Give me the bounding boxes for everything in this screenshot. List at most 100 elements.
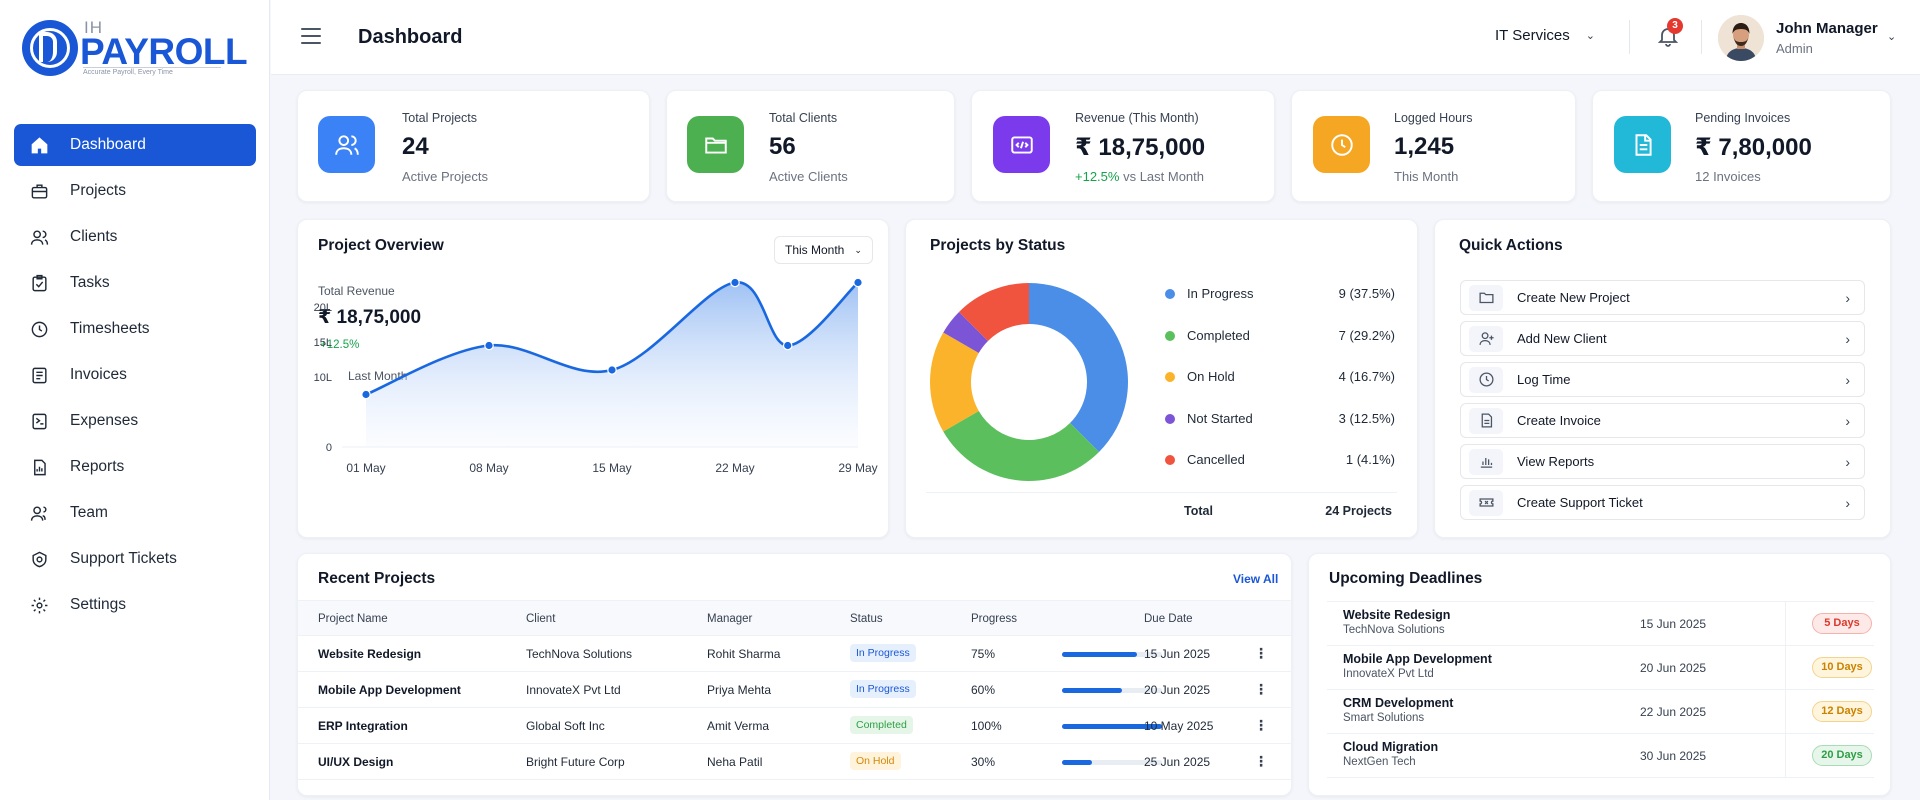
data-point[interactable] (607, 365, 617, 375)
column-header[interactable]: Status (850, 613, 883, 625)
y-tick-label: 15L (314, 337, 332, 349)
quick-action-label: Log Time (1517, 372, 1571, 387)
sidebar-item-timesheets[interactable]: Timesheets (14, 308, 256, 350)
x-tick-label: 29 May (838, 461, 877, 475)
days-left-badge: 10 Days (1812, 657, 1872, 678)
stat-sub: 12 Invoices (1695, 169, 1761, 184)
revenue-area-fill (366, 282, 858, 447)
column-header[interactable]: Progress (971, 613, 1018, 625)
stat-card-revenue[interactable]: Revenue (This Month) ₹ 18,75,000 +12.5% … (971, 90, 1275, 202)
table-row[interactable]: Mobile App Development InnovateX Pvt Ltd P… (298, 672, 1291, 708)
view-reports-button[interactable]: View Reports › (1460, 444, 1865, 479)
table-header: Project Name Client Manager Status Progr… (298, 600, 1291, 636)
sidebar-item-dashboard[interactable]: Dashboard (14, 124, 256, 166)
more-options-icon[interactable]: ⋮ (1254, 681, 1268, 697)
stat-sub: +12.5% vs Last Month (1075, 169, 1204, 184)
add-new-client-button[interactable]: Add New Client › (1460, 321, 1865, 356)
deadline-project-name: Mobile App Development (1343, 652, 1492, 666)
ticket-icon (1469, 489, 1503, 516)
donut-slice-on-hold[interactable] (930, 332, 979, 432)
menu-toggle-icon[interactable] (301, 28, 321, 46)
data-point[interactable] (361, 389, 371, 400)
quick-action-label: Create New Project (1517, 290, 1630, 305)
user-name[interactable]: John Manager (1776, 20, 1878, 37)
chevron-right-icon: › (1845, 494, 1850, 511)
column-header[interactable]: Client (526, 613, 556, 625)
avatar[interactable] (1718, 15, 1764, 61)
column-header[interactable]: Project Name (318, 613, 388, 625)
chevron-down-icon[interactable]: ⌄ (1887, 31, 1897, 43)
logo-tagline: Accurate Payroll, Every Time (83, 67, 221, 76)
sidebar-item-projects[interactable]: Projects (14, 170, 256, 212)
sidebar-item-label: Expenses (70, 412, 139, 429)
stat-card-pending-invoices[interactable]: Pending Invoices ₹ 7,80,000 12 Invoices (1592, 90, 1891, 202)
brand-logo[interactable]: IH PAYROLL Accurate Payroll, Every Time (22, 18, 248, 80)
header-divider (1701, 20, 1702, 54)
stat-card-logged-hours[interactable]: Logged Hours 1,245 This Month (1291, 90, 1576, 202)
legend-label: Completed (1187, 327, 1250, 343)
log-time-button[interactable]: Log Time › (1460, 362, 1865, 397)
range-selector[interactable]: This Month ⌄ (774, 236, 873, 264)
table-row[interactable]: ERP Integration Global Soft Inc Amit Verma… (298, 708, 1291, 744)
progress-bar-fill (1062, 652, 1137, 657)
sidebar-item-reports[interactable]: Reports (14, 446, 256, 488)
sidebar-item-invoices[interactable]: Invoices (14, 354, 256, 396)
stat-card-total-projects[interactable]: Total Projects 24 Active Projects (297, 90, 650, 202)
more-options-icon[interactable]: ⋮ (1254, 753, 1268, 769)
sidebar-item-settings[interactable]: Settings (14, 584, 256, 626)
table-row[interactable]: Website Redesign TechNova Solutions Rohit … (298, 636, 1291, 672)
data-point[interactable] (484, 340, 494, 351)
donut-slice-cancelled[interactable] (943, 311, 988, 353)
stat-label: Revenue (This Month) (1075, 111, 1199, 125)
progress-bar (1062, 688, 1162, 693)
legend-value: 9 (37.5%) (1338, 286, 1395, 301)
total-label: Total (1184, 504, 1213, 518)
data-point[interactable] (782, 340, 793, 351)
list-item[interactable]: Website Redesign TechNova Solutions 15 Jun… (1327, 602, 1874, 646)
add-user-icon (1469, 325, 1503, 352)
column-divider (1785, 602, 1786, 646)
create-support-ticket-button[interactable]: Create Support Ticket › (1460, 485, 1865, 520)
project-name-cell: UI/UX Design (318, 755, 394, 769)
column-header[interactable]: Manager (707, 613, 753, 625)
donut-slice-in-progress[interactable] (1029, 283, 1128, 453)
sidebar-nav: Dashboard Projects Clients Tasks Timeshe… (14, 124, 256, 630)
more-options-icon[interactable]: ⋮ (1254, 717, 1268, 733)
days-left-badge: 12 Days (1812, 701, 1872, 722)
data-point[interactable] (730, 277, 740, 288)
chevron-right-icon: › (1845, 453, 1850, 470)
create-invoice-button[interactable]: Create Invoice › (1460, 403, 1865, 438)
list-item[interactable]: Mobile App Development InnovateX Pvt Ltd 2… (1327, 646, 1874, 690)
more-options-icon[interactable]: ⋮ (1254, 645, 1268, 661)
legend-item[interactable]: Completed 7 (29.2%) (1165, 326, 1395, 346)
legend-item[interactable]: Not Started 3 (12.5%) (1165, 409, 1395, 429)
data-point[interactable] (853, 277, 863, 288)
list-item[interactable]: CRM Development Smart Solutions 22 Jun 202… (1327, 690, 1874, 734)
sidebar-item-expenses[interactable]: Expenses (14, 400, 256, 442)
donut-slice-not-started[interactable] (958, 283, 1029, 341)
view-all-link[interactable]: View All (1233, 572, 1279, 586)
legend-item[interactable]: Cancelled 1 (4.1%) (1165, 450, 1395, 470)
create-new-project-button[interactable]: Create New Project › (1460, 280, 1865, 315)
stat-sub: Active Projects (402, 169, 488, 184)
legend-label: Cancelled (1187, 452, 1245, 467)
column-divider (1785, 734, 1786, 778)
sidebar-item-team[interactable]: Team (14, 492, 256, 534)
company-selector[interactable]: IT Services ⌄ (1495, 27, 1595, 44)
legend-item[interactable]: In Progress 9 (37.5%) (1165, 284, 1395, 304)
legend-item[interactable]: On Hold 4 (16.7%) (1165, 367, 1395, 387)
column-header[interactable]: Due Date (1144, 613, 1193, 625)
client-cell: Bright Future Corp (526, 755, 625, 769)
list-item[interactable]: Cloud Migration NextGen Tech 30 Jun 2025 20… (1327, 734, 1874, 778)
team-icon (28, 502, 50, 524)
donut-slice-completed[interactable] (943, 411, 1100, 482)
total-value: 24 Projects (1325, 504, 1392, 518)
deadline-client-name: NextGen Tech (1343, 756, 1416, 768)
manager-cell: Amit Verma (707, 719, 770, 733)
table-row[interactable]: UI/UX Design Bright Future Corp Neha Patil… (298, 744, 1291, 780)
sidebar-item-support-tickets[interactable]: Support Tickets (14, 538, 256, 580)
deadline-date: 22 Jun 2025 (1640, 705, 1707, 719)
stat-card-total-clients[interactable]: Total Clients 56 Active Clients (666, 90, 955, 202)
sidebar-item-tasks[interactable]: Tasks (14, 262, 256, 304)
sidebar-item-clients[interactable]: Clients (14, 216, 256, 258)
